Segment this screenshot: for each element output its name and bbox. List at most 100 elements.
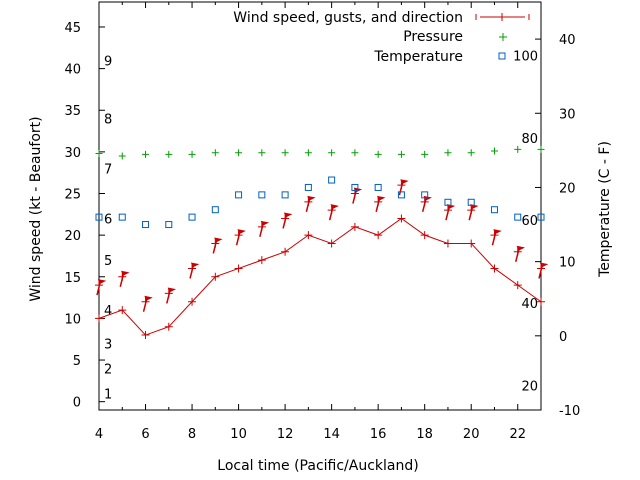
legend-sample-pressure bbox=[499, 33, 507, 41]
pressure-point bbox=[165, 150, 173, 158]
y-tick-label: 5 bbox=[73, 354, 81, 369]
y2-tick-label: 40 bbox=[559, 33, 576, 48]
temperature-point bbox=[95, 213, 103, 221]
wind-speed-point bbox=[304, 231, 313, 240]
beaufort-label: 3 bbox=[104, 337, 112, 352]
x-tick-label: 22 bbox=[509, 427, 526, 442]
plot-frame-group bbox=[98, 1, 542, 411]
y2-tick-label: 10 bbox=[559, 256, 576, 271]
y-tick-label: 40 bbox=[64, 63, 81, 78]
beaufort-label: 4 bbox=[104, 304, 112, 319]
y-tick-label: 10 bbox=[64, 312, 81, 327]
temperature-point bbox=[374, 183, 382, 191]
wind-speed-point bbox=[281, 247, 290, 256]
pressure-point bbox=[304, 149, 312, 157]
pressure-point bbox=[467, 149, 475, 157]
series-group bbox=[95, 145, 549, 340]
ticks-group bbox=[98, 2, 541, 411]
pressure-point bbox=[118, 152, 126, 160]
temperature-point bbox=[444, 198, 452, 206]
wind-direction-arrow bbox=[282, 212, 293, 229]
x-tick-label: 12 bbox=[277, 427, 294, 442]
beaufort-label: 8 bbox=[104, 113, 112, 128]
pressure-point bbox=[397, 150, 405, 158]
wind-direction-arrow bbox=[328, 204, 339, 221]
x-tick-label: 16 bbox=[370, 427, 387, 442]
wind-direction-arrow bbox=[468, 204, 479, 221]
temperature-point bbox=[235, 191, 243, 199]
x-axis-title: Local time (Pacific/Auckland) bbox=[217, 458, 418, 474]
legend-label-temperature: Temperature bbox=[373, 49, 463, 65]
temperature-point bbox=[490, 206, 498, 214]
legend-sample-temperature bbox=[498, 52, 506, 60]
wind-speed-point bbox=[397, 214, 406, 223]
wind-speed-point bbox=[490, 264, 499, 273]
pressure-point bbox=[188, 150, 196, 158]
wind-direction-arrow bbox=[305, 195, 316, 213]
beaufort-label: 2 bbox=[104, 362, 112, 377]
temperature-point bbox=[467, 198, 475, 206]
legend-label-pressure: Pressure bbox=[403, 29, 463, 45]
fahrenheit-label: 20 bbox=[521, 380, 538, 395]
temperature-point bbox=[188, 213, 196, 221]
wind-speed-line bbox=[98, 217, 542, 336]
temperature-point bbox=[514, 213, 522, 221]
wind-speed-point bbox=[95, 314, 103, 323]
x-tick-label: 8 bbox=[188, 427, 196, 442]
wind-direction-arrow bbox=[96, 279, 107, 296]
x-tick-label: 10 bbox=[230, 427, 247, 442]
wind-direction-arrow bbox=[235, 229, 246, 246]
x-tick-label: 20 bbox=[463, 427, 480, 442]
temperature-point bbox=[421, 191, 429, 199]
wind-direction-arrow bbox=[491, 229, 502, 246]
legend-group: Wind speed, gusts, and direction Pressure… bbox=[233, 10, 530, 65]
wind-speed-point bbox=[234, 264, 243, 273]
wind-direction-arrow bbox=[421, 195, 432, 213]
x-tick-label: 4 bbox=[95, 427, 103, 442]
wind-speed-point bbox=[420, 231, 429, 240]
fahrenheit-label: 100 bbox=[513, 49, 538, 64]
y2-axis-title: Temperature (C - F) bbox=[597, 141, 613, 278]
wind-speed-point bbox=[350, 222, 359, 231]
temperature-point bbox=[142, 221, 150, 229]
temperature-point bbox=[281, 191, 289, 199]
y-axis-title: Wind speed (kt - Beaufort) bbox=[28, 116, 44, 301]
plot-frame bbox=[98, 1, 542, 411]
fahrenheit-label: 80 bbox=[521, 132, 538, 147]
wind-direction-arrow bbox=[515, 245, 526, 262]
wind-direction-arrow bbox=[375, 195, 386, 213]
temperature-point bbox=[537, 213, 545, 221]
pressure-point bbox=[490, 147, 498, 155]
temperature-point bbox=[258, 191, 266, 199]
pressure-point bbox=[514, 145, 522, 153]
legend-label-wind: Wind speed, gusts, and direction bbox=[233, 10, 463, 26]
wind-direction-arrow bbox=[189, 262, 200, 279]
temperature-point bbox=[397, 191, 405, 199]
wind-direction-arrow bbox=[119, 270, 130, 287]
y2-tick-label: -10 bbox=[559, 404, 580, 419]
y-tick-label: 0 bbox=[73, 396, 81, 411]
wind-direction-arrow bbox=[445, 204, 456, 221]
wind-speed-point bbox=[374, 231, 383, 240]
x-tick-label: 14 bbox=[323, 427, 340, 442]
temperature-point bbox=[304, 183, 312, 191]
beaufort-label: 1 bbox=[104, 387, 112, 402]
wind-direction-arrow bbox=[212, 237, 223, 254]
fahrenheit-label: 60 bbox=[521, 214, 538, 229]
wind-speed-point bbox=[467, 239, 476, 248]
legend-sample-wind-ticks bbox=[475, 13, 530, 21]
wind-speed-point bbox=[164, 322, 173, 331]
beaufort-label: 5 bbox=[104, 254, 112, 269]
pressure-point bbox=[281, 149, 289, 157]
wind-speed-point bbox=[327, 239, 336, 248]
wind-speed-point bbox=[513, 281, 522, 290]
wind-direction-arrow bbox=[166, 287, 177, 304]
pressure-point bbox=[95, 150, 103, 158]
wind-direction-arrow bbox=[538, 262, 549, 279]
pressure-point bbox=[211, 149, 219, 157]
x-tick-label: 6 bbox=[141, 427, 149, 442]
pressure-point bbox=[351, 149, 359, 157]
y2-tick-label: 20 bbox=[559, 181, 576, 196]
